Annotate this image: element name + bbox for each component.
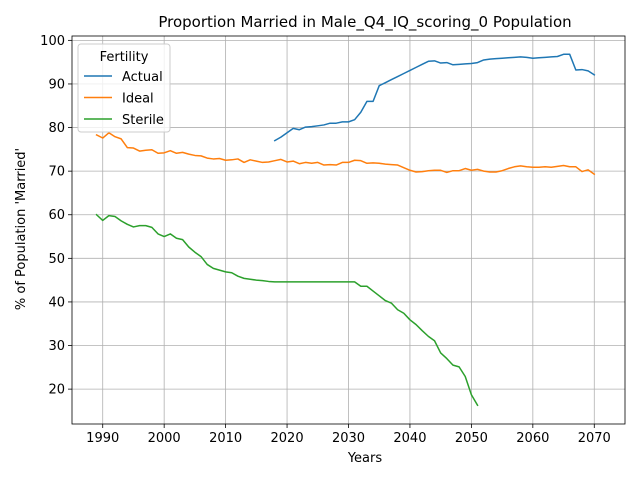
x-tick-label: 2030 bbox=[332, 431, 365, 446]
x-tick-label: 2020 bbox=[271, 431, 304, 446]
y-axis-ticks: 20 30 40 50 60 70 80 90 100 bbox=[40, 34, 72, 398]
y-tick-label: 60 bbox=[48, 208, 65, 223]
y-tick-label: 90 bbox=[48, 77, 65, 92]
legend-label-sterile: Sterile bbox=[122, 113, 164, 128]
series-line-actual bbox=[273, 53, 596, 142]
series-line-ideal bbox=[95, 132, 596, 176]
y-tick-label: 20 bbox=[48, 383, 65, 398]
x-tick-label: 2000 bbox=[148, 431, 181, 446]
y-tick-label: 70 bbox=[48, 165, 65, 180]
y-axis-label: % of Population 'Married' bbox=[14, 148, 29, 310]
x-tick-label: 2050 bbox=[455, 431, 488, 446]
series-line-sterile bbox=[95, 213, 479, 407]
y-tick-label: 50 bbox=[48, 252, 65, 267]
legend-label-ideal: Ideal bbox=[122, 92, 154, 107]
x-tick-label: 2060 bbox=[516, 431, 549, 446]
x-axis-ticks: 1990 2000 2010 2020 2030 2040 2050 2060 2070 bbox=[86, 424, 611, 446]
grid bbox=[72, 36, 625, 424]
y-tick-label: 100 bbox=[40, 34, 65, 49]
x-tick-label: 1990 bbox=[86, 431, 119, 446]
legend: Fertility Actual Ideal Sterile bbox=[77, 43, 171, 133]
x-tick-label: 2010 bbox=[209, 431, 242, 446]
y-tick-label: 80 bbox=[48, 121, 65, 136]
series-layer bbox=[95, 53, 596, 407]
legend-label-actual: Actual bbox=[122, 70, 163, 85]
y-tick-label: 30 bbox=[48, 339, 65, 354]
x-tick-label: 2070 bbox=[578, 431, 611, 446]
x-tick-label: 2040 bbox=[393, 431, 426, 446]
legend-entries: Actual Ideal Sterile bbox=[84, 70, 164, 128]
chart-title: Proportion Married in Male_Q4_IQ_scoring… bbox=[158, 13, 571, 32]
legend-title: Fertility bbox=[100, 50, 149, 65]
y-tick-label: 40 bbox=[48, 295, 65, 310]
legend-box bbox=[77, 43, 171, 133]
x-axis-label: Years bbox=[347, 451, 383, 466]
